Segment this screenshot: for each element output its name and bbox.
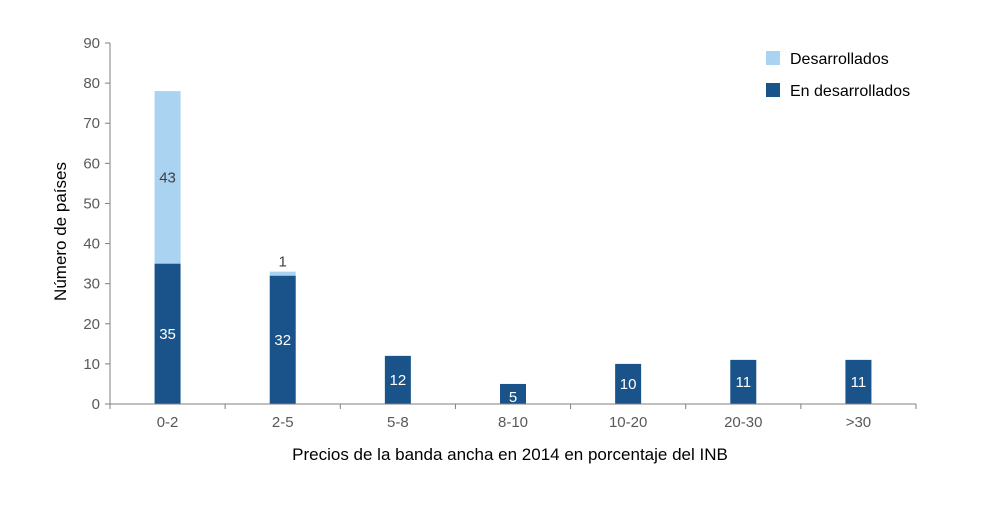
y-tick-label: 0 <box>92 396 100 413</box>
bar-en-desarrollados <box>500 383 526 404</box>
y-axis-title: Número de países <box>51 162 70 301</box>
data-label: 43 <box>159 169 176 186</box>
bars-group <box>154 91 872 404</box>
y-tick-label: 90 <box>83 35 100 52</box>
legend-swatch <box>766 83 780 97</box>
x-axis-title: Precios de la banda ancha en 2014 en por… <box>292 445 728 464</box>
y-tick-label: 50 <box>83 195 100 212</box>
x-tick-label: 2-5 <box>272 414 294 431</box>
bar-en-desarrollados <box>730 359 757 404</box>
y-tick-label: 10 <box>83 356 100 373</box>
x-tick-label: 8-10 <box>498 414 528 431</box>
data-label: 5 <box>509 389 517 406</box>
y-tick-label: 20 <box>83 316 100 333</box>
data-label: 32 <box>274 332 291 349</box>
y-tick-label: 30 <box>83 276 100 293</box>
data-labels-group: 35 32 12 5 10 11 11 43 1 <box>159 169 866 406</box>
data-label: 11 <box>851 374 867 391</box>
data-label: 10 <box>620 376 637 393</box>
bar-en-desarrollados <box>154 263 181 404</box>
x-tick-label: 20-30 <box>724 414 762 431</box>
bar-desarrollados <box>154 91 181 264</box>
data-label: 11 <box>735 374 751 391</box>
x-tick-label: 10-20 <box>609 414 647 431</box>
bar-desarrollados <box>269 271 296 276</box>
x-tick-label: 5-8 <box>387 414 409 431</box>
y-tick-label: 80 <box>83 75 100 92</box>
y-tick-label: 60 <box>83 155 100 172</box>
x-tick-label: 0-2 <box>157 414 179 431</box>
bar-en-desarrollados <box>845 359 872 404</box>
x-tick-label: >30 <box>846 414 871 431</box>
data-label: 1 <box>279 254 287 271</box>
bar-en-desarrollados <box>615 363 642 404</box>
y-tick-label: 70 <box>83 115 100 132</box>
data-label: 35 <box>159 326 176 343</box>
legend-label: En desarrollados <box>790 83 910 100</box>
y-axis-ticks: 0 10 20 30 40 50 60 70 80 90 <box>83 35 110 413</box>
data-label: 12 <box>390 372 407 389</box>
y-tick-label: 40 <box>83 236 100 253</box>
legend: Desarrollados En desarrollados <box>766 51 910 100</box>
bar-en-desarrollados <box>384 355 411 404</box>
legend-label: Desarrollados <box>790 51 889 68</box>
legend-swatch <box>766 51 780 65</box>
x-axis-ticks: 0-2 2-5 5-8 8-10 10-20 20-30 >30 <box>109 404 917 431</box>
bar-en-desarrollados <box>269 275 296 404</box>
